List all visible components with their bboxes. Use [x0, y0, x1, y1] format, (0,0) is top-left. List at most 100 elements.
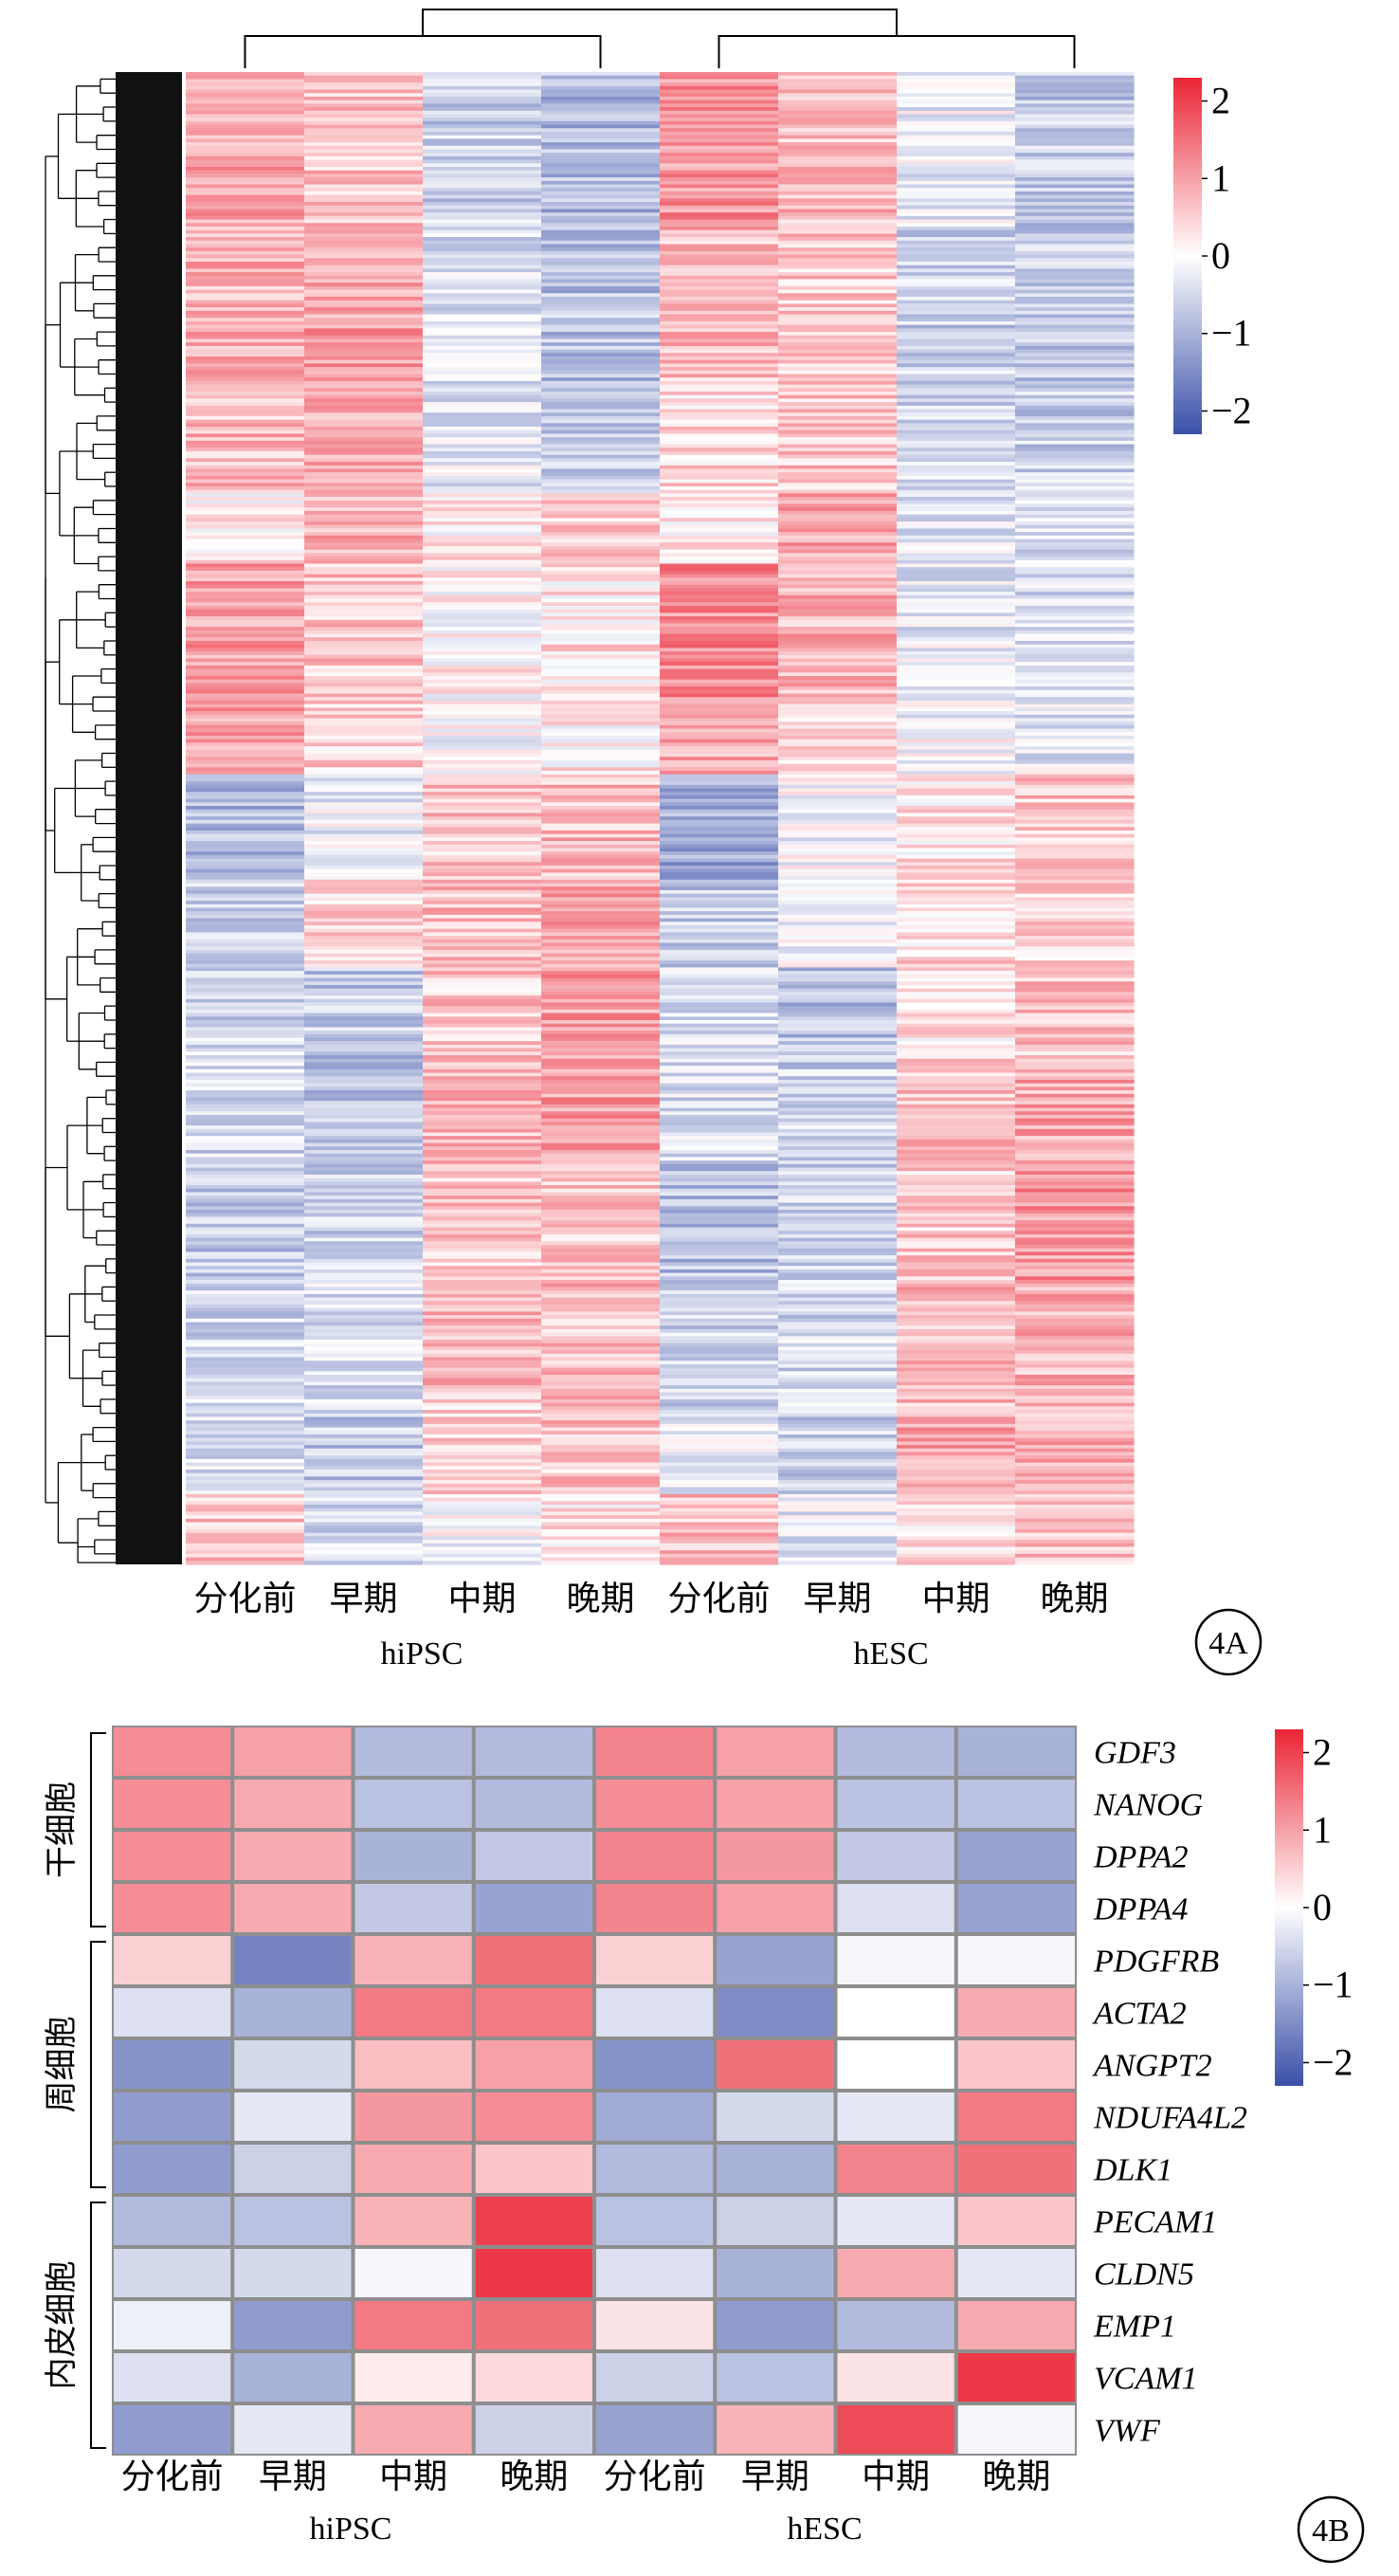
heatmap-cell: [897, 85, 1016, 91]
heatmap-cell: [897, 412, 1016, 417]
heatmap-cell: [304, 1023, 424, 1028]
heatmap-cell: [541, 1104, 661, 1109]
heatmap-cell: [423, 907, 542, 912]
heatmap-cell: [1015, 749, 1135, 755]
heatmap-cell: [541, 310, 661, 316]
heatmap-cell: [660, 1033, 779, 1039]
heatmap-cell: [1015, 1480, 1135, 1485]
heatmap-cell: [423, 1132, 542, 1137]
heatmap-cell: [778, 854, 898, 860]
heatmap-cell: [186, 914, 305, 920]
heatmap-cell: [778, 1448, 898, 1453]
heatmap-cell: [1015, 724, 1135, 730]
heatmap-cell: [304, 1501, 424, 1506]
heatmap-cell: [897, 795, 1016, 800]
heatmap-cell: [1015, 988, 1135, 993]
heatmap-cell: [304, 219, 424, 224]
heatmap-cell: [897, 567, 1016, 572]
heatmap-cell: [541, 289, 661, 294]
heatmap-cell: [475, 2040, 592, 2089]
heatmap-cell: [778, 465, 898, 470]
heatmap-cell: [541, 338, 661, 343]
legend-ticks-4b: 210−1−2: [1303, 1731, 1354, 2083]
heatmap-cell: [660, 1178, 779, 1182]
heatmap-cell: [778, 1346, 898, 1351]
heatmap-cell: [186, 886, 305, 891]
heatmap-cell: [897, 283, 1016, 287]
heatmap-cell: [423, 683, 542, 687]
heatmap-cell: [778, 630, 898, 635]
heatmap-cell: [660, 163, 779, 168]
heatmap-cell: [660, 289, 779, 294]
heatmap-cell: [541, 570, 661, 575]
heatmap-cell: [660, 1101, 779, 1105]
heatmap-cell: [778, 1543, 898, 1548]
heatmap-cell: [541, 1458, 661, 1464]
heatmap-cell: [186, 598, 305, 603]
heatmap-cell: [778, 1371, 898, 1376]
heatmap-cell: [660, 128, 779, 133]
heatmap-cell: [897, 342, 1016, 347]
heatmap-cell: [541, 521, 661, 526]
heatmap-cell: [186, 1536, 305, 1541]
heatmap-cell: [660, 367, 779, 372]
heatmap-cell: [304, 1410, 424, 1415]
heatmap-cell: [660, 753, 779, 758]
heatmap-cell: [897, 1167, 1016, 1172]
heatmap-cell: [304, 904, 424, 909]
heatmap-cell: [660, 841, 779, 846]
heatmap-cell: [1015, 897, 1135, 902]
heatmap-cell: [186, 1416, 305, 1421]
heatmap-cell: [186, 118, 305, 122]
heatmap-cell: [541, 103, 661, 108]
heatmap-cell: [423, 722, 542, 726]
heatmap-cell: [778, 1027, 898, 1032]
heatmap-cell: [423, 971, 542, 976]
heatmap-cell: [837, 2092, 954, 2141]
heatmap-cell: [1015, 1543, 1135, 1548]
heatmap-cell: [423, 1553, 542, 1559]
heatmap-cell: [304, 514, 424, 519]
heatmap-cell: [660, 1079, 779, 1085]
heatmap-cell: [897, 1087, 1016, 1091]
heatmap-cell: [660, 889, 779, 895]
heatmap-cell: [1015, 932, 1135, 937]
heatmap-cell: [660, 1396, 779, 1400]
heatmap-cell: [897, 648, 1016, 652]
heatmap-cell: [897, 1322, 1016, 1326]
heatmap-cell: [660, 1181, 779, 1186]
heatmap-cell: [897, 1371, 1016, 1376]
heatmap-cell: [1015, 1097, 1135, 1102]
heatmap-cell: [897, 293, 1016, 298]
heatmap-cell: [541, 1402, 661, 1407]
heatmap-cell: [660, 388, 779, 393]
heatmap-cell: [186, 1083, 305, 1087]
heatmap-cell: [660, 1353, 779, 1359]
heatmap-cell: [186, 328, 305, 333]
heatmap-cell: [778, 89, 898, 94]
heatmap-cell: [778, 1142, 898, 1147]
heatmap-cell: [1015, 394, 1135, 400]
heatmap-cell: [186, 285, 305, 291]
heatmap-cell: [897, 345, 1016, 351]
heatmap-cell: [541, 374, 661, 378]
heatmap-cell: [186, 1027, 305, 1032]
heatmap-cell: [114, 1780, 231, 1828]
heatmap-cell: [837, 2301, 954, 2349]
heatmap-cell: [778, 419, 898, 424]
heatmap-cell: [660, 75, 779, 80]
heatmap-cell: [423, 1031, 542, 1035]
heatmap-cell: [660, 724, 779, 730]
heatmap-cell: [304, 711, 424, 716]
heatmap-cell: [423, 1196, 542, 1200]
heatmap-cell: [186, 889, 305, 895]
heatmap-cell: [1015, 1322, 1135, 1326]
heatmap-cell: [304, 223, 424, 228]
heatmap-cell: [897, 212, 1016, 217]
heatmap-cell: [660, 1122, 779, 1126]
heatmap-cell: [186, 872, 305, 877]
heatmap-cell: [897, 507, 1016, 512]
heatmap-cell: [897, 1470, 1016, 1474]
heatmap-cell: [304, 1290, 424, 1295]
heatmap-cell: [1015, 247, 1135, 252]
